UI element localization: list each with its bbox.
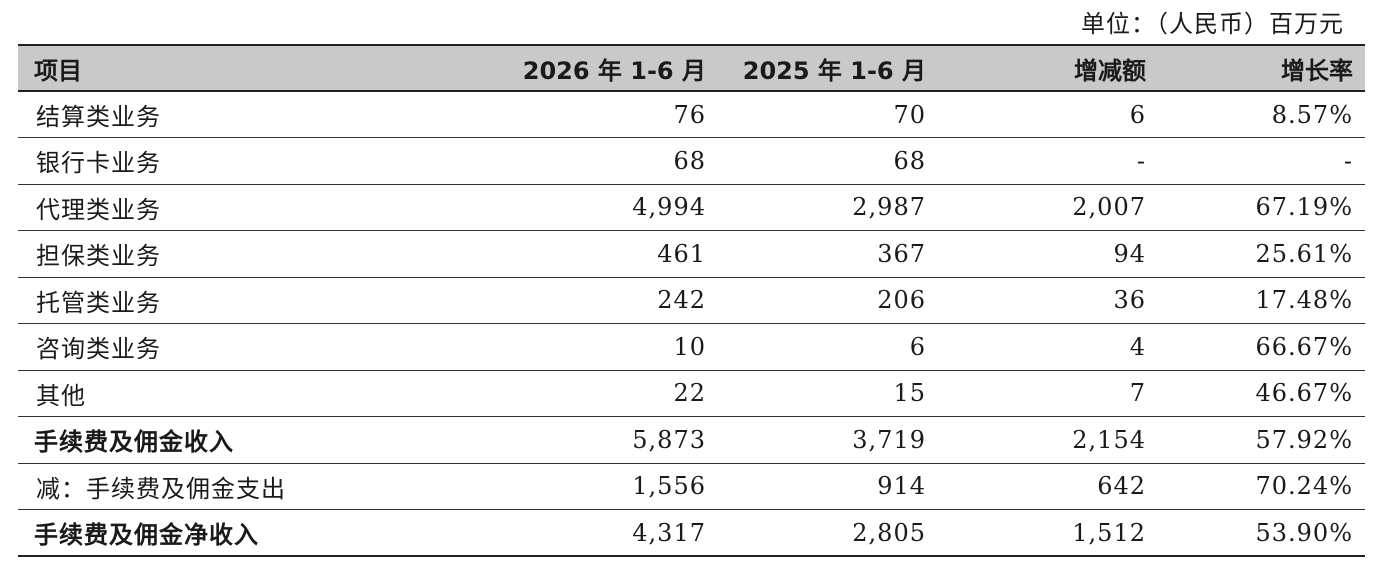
cell-2025-h1: 15: [718, 370, 938, 417]
table-row: 托管类业务 242 206 36 17.48%: [18, 277, 1365, 324]
cell-2025-h1: 70: [718, 91, 938, 138]
row-label: 银行卡业务: [18, 137, 498, 185]
cell-growth-rate: 57.92%: [1158, 416, 1365, 464]
cell-2025-h1: 2,805: [718, 509, 938, 557]
cell-2026-h1: 76: [498, 91, 718, 138]
header-growth-rate: 增长率: [1158, 44, 1365, 92]
row-label: 托管类业务: [18, 277, 498, 324]
table-row: 手续费及佣金收入 5,873 3,719 2,154 57.92%: [18, 416, 1365, 464]
row-label: 手续费及佣金净收入: [18, 509, 498, 557]
cell-change-amount: 94: [938, 230, 1158, 278]
table-row: 其他 22 15 7 46.67%: [18, 370, 1365, 417]
row-label: 代理类业务: [18, 184, 498, 231]
cell-2026-h1: 5,873: [498, 416, 718, 464]
header-item: 项目: [18, 44, 498, 92]
cell-growth-rate: -: [1158, 137, 1365, 185]
cell-growth-rate: 70.24%: [1158, 463, 1365, 510]
cell-2026-h1: 4,317: [498, 509, 718, 557]
cell-growth-rate: 17.48%: [1158, 277, 1365, 324]
cell-2026-h1: 4,994: [498, 184, 718, 231]
cell-2026-h1: 1,556: [498, 463, 718, 510]
cell-change-amount: 2,007: [938, 184, 1158, 231]
fee-commission-income-table: 项目 2026 年 1-6 月 2025 年 1-6 月 增减额 增长率 结算类…: [18, 44, 1365, 557]
table-row: 银行卡业务 68 68- -: [18, 137, 1365, 185]
cell-2025-h1: 3,719: [718, 416, 938, 464]
table-row: 担保类业务 461 367 94 25.61%: [18, 230, 1365, 278]
unit-label: 单位：（人民币）百万元: [1081, 10, 1344, 38]
cell-change-amount: 2,154: [938, 416, 1158, 464]
table-row: 减：手续费及佣金支出 1,556 914 642 70.24%: [18, 463, 1365, 510]
row-label: 结算类业务: [18, 91, 498, 138]
cell-growth-rate: 66.67%: [1158, 323, 1365, 371]
cell-change-amount: 642: [938, 463, 1158, 510]
row-label: 手续费及佣金收入: [18, 416, 498, 464]
row-label: 咨询类业务: [18, 323, 498, 371]
table-row: 代理类业务 4,994 2,987 2,007 67.19%: [18, 184, 1365, 231]
cell-2026-h1: 22: [498, 370, 718, 417]
cell-growth-rate: 46.67%: [1158, 370, 1365, 417]
header-change-amount: 增减额: [938, 44, 1158, 92]
cell-2026-h1: 68: [498, 137, 718, 185]
table-row: 手续费及佣金净收入 4,317 2,805 1,512 53.90%: [18, 509, 1365, 557]
table-body: 结算类业务 76 70 6 8.57% 银行卡业务 68 68- - 代理类业务 4,994 2,98…: [18, 91, 1365, 557]
header-2025-h1: 2025 年 1-6 月: [718, 44, 938, 92]
header-2026-h1: 2026 年 1-6 月: [498, 44, 718, 92]
cell-2025-h1: 2,987: [718, 184, 938, 231]
row-label: 其他: [18, 370, 498, 417]
cell-2026-h1: 242: [498, 277, 718, 324]
cell-2026-h1: 10: [498, 323, 718, 371]
cell-growth-rate: 53.90%: [1158, 509, 1365, 557]
cell-2025-h1: 206: [718, 277, 938, 324]
table-row: 结算类业务 76 70 6 8.57%: [18, 91, 1365, 138]
cell-2026-h1: 461: [498, 230, 718, 278]
cell-2025-h1: 68: [718, 137, 938, 185]
row-label: 减：手续费及佣金支出: [18, 463, 498, 510]
cell-change-amount: 6: [938, 91, 1158, 138]
cell-change-amount: 7: [938, 370, 1158, 417]
cell-change-amount: 4: [938, 323, 1158, 371]
table-row: 咨询类业务 10 6 4 66.67%: [18, 323, 1365, 371]
cell-2025-h1: 914: [718, 463, 938, 510]
cell-change-amount: 1,512: [938, 509, 1158, 557]
cell-change-amount: 36: [938, 277, 1158, 324]
cell-growth-rate: 25.61%: [1158, 230, 1365, 278]
table-header-row: 项目 2026 年 1-6 月 2025 年 1-6 月 增减额 增长率: [18, 44, 1365, 92]
cell-2025-h1: 6: [718, 323, 938, 371]
cell-2025-h1: 367: [718, 230, 938, 278]
cell-change-amount: -: [938, 137, 1158, 185]
cell-growth-rate: 67.19%: [1158, 184, 1365, 231]
cell-growth-rate: 8.57%: [1158, 91, 1365, 138]
row-label: 担保类业务: [18, 230, 498, 278]
